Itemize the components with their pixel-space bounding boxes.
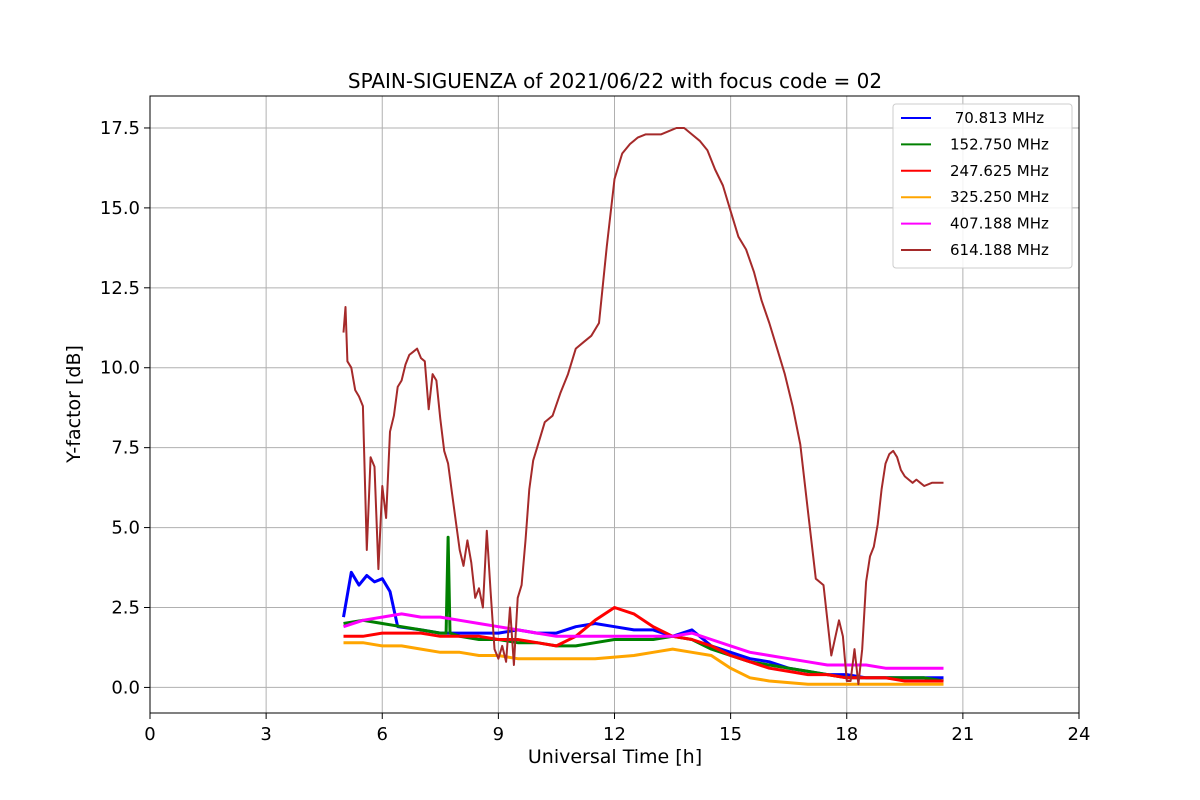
y-tick-label: 0.0 <box>111 677 140 698</box>
x-axis-label: Universal Time [h] <box>528 746 702 768</box>
y-tick-label: 10.0 <box>100 358 140 379</box>
legend-label: 325.250 MHz <box>950 188 1049 206</box>
chart-title: SPAIN-SIGUENZA of 2021/06/22 with focus … <box>348 69 882 93</box>
y-tick-label: 15.0 <box>100 198 140 219</box>
x-tick-label: 12 <box>603 724 626 745</box>
x-tick-label: 15 <box>719 724 742 745</box>
x-tick-label: 0 <box>144 724 155 745</box>
y-tick-label: 7.5 <box>111 438 140 459</box>
x-tick-label: 9 <box>493 724 504 745</box>
series-line-4 <box>343 641 944 686</box>
series-line-5 <box>343 612 944 670</box>
y-tick-label: 17.5 <box>100 118 140 139</box>
ticks: 0 3 6 9 12 15 18 21 24 0.0 2.5 5.0 7.5 10.0 12.5 15.0 17… <box>100 118 1091 745</box>
y-tick-label: 12.5 <box>100 278 140 299</box>
legend-label: 70.813 MHz <box>950 109 1044 127</box>
series-line-3 <box>343 606 944 683</box>
grid <box>149 96 1080 713</box>
x-tick-label: 6 <box>377 724 388 745</box>
x-tick-label: 21 <box>951 724 974 745</box>
x-tick-label: 18 <box>835 724 858 745</box>
legend-label: 247.625 MHz <box>950 162 1049 180</box>
x-tick-label: 3 <box>260 724 271 745</box>
legend-label: 152.750 MHz <box>950 135 1049 153</box>
series-layer <box>342 127 944 686</box>
series-line-6 <box>342 127 944 686</box>
legend-label: 407.188 MHz <box>950 215 1049 233</box>
legend-box <box>892 103 1073 269</box>
y-tick-label: 5.0 <box>111 518 140 539</box>
legend: 70.813 MHz 152.750 MHz 247.625 MHz 325.250 … <box>892 103 1073 269</box>
x-tick-label: 24 <box>1068 724 1091 745</box>
legend-label: 614.188 MHz <box>950 241 1049 259</box>
y-tick-label: 2.5 <box>111 598 140 619</box>
y-axis-label: Y-factor [dB] <box>63 345 85 464</box>
